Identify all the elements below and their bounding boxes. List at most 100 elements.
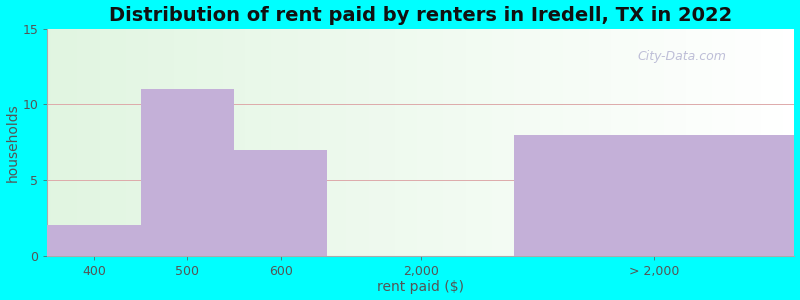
Bar (47, 29, 51, 256)
Bar (81, 29, 85, 256)
Bar (226, 29, 230, 256)
Bar (77, 29, 81, 256)
Bar (705, 29, 709, 256)
Bar (260, 29, 264, 256)
Bar (361, 29, 365, 256)
Bar (174, 29, 178, 256)
Bar (417, 29, 421, 256)
Bar (294, 29, 298, 256)
Bar (208, 29, 212, 256)
Bar (107, 29, 110, 256)
Bar (114, 29, 118, 256)
Bar (215, 29, 219, 256)
Bar (439, 29, 443, 256)
Bar (458, 29, 462, 256)
Bar (298, 29, 302, 256)
Bar (488, 29, 492, 256)
Bar (772, 29, 776, 256)
Bar (608, 29, 611, 256)
Bar (731, 29, 734, 256)
Bar (85, 29, 88, 256)
Bar (638, 29, 642, 256)
Bar (734, 29, 738, 256)
Bar (130, 29, 133, 256)
Bar (514, 135, 794, 256)
Bar (166, 29, 170, 256)
Bar (242, 29, 246, 256)
Bar (425, 29, 428, 256)
Bar (656, 29, 660, 256)
Bar (537, 29, 540, 256)
Bar (790, 29, 794, 256)
Bar (664, 29, 667, 256)
Bar (410, 29, 414, 256)
Bar (667, 29, 671, 256)
Bar (126, 29, 130, 256)
Bar (74, 29, 77, 256)
Bar (219, 29, 223, 256)
Bar (454, 29, 458, 256)
Bar (279, 29, 282, 256)
Bar (103, 29, 107, 256)
Bar (51, 29, 54, 256)
Bar (230, 29, 234, 256)
Bar (503, 29, 506, 256)
Bar (159, 29, 163, 256)
Bar (642, 29, 645, 256)
Bar (555, 29, 559, 256)
Bar (133, 29, 137, 256)
Bar (619, 29, 622, 256)
Bar (257, 29, 260, 256)
Bar (70, 29, 74, 256)
Bar (709, 29, 712, 256)
Bar (144, 29, 148, 256)
Bar (552, 29, 555, 256)
Bar (282, 29, 286, 256)
Bar (234, 29, 238, 256)
Bar (514, 29, 518, 256)
Bar (653, 29, 656, 256)
Bar (694, 29, 698, 256)
Bar (286, 29, 290, 256)
Bar (346, 29, 350, 256)
Bar (432, 29, 436, 256)
Bar (201, 29, 204, 256)
Bar (436, 29, 439, 256)
Bar (369, 29, 372, 256)
Bar (212, 29, 215, 256)
Bar (88, 29, 92, 256)
Bar (649, 29, 653, 256)
Bar (727, 29, 731, 256)
Bar (148, 29, 152, 256)
Bar (626, 29, 630, 256)
Bar (141, 29, 144, 256)
Bar (611, 29, 615, 256)
Bar (402, 29, 406, 256)
Bar (783, 29, 787, 256)
Bar (391, 29, 394, 256)
Bar (540, 29, 544, 256)
Bar (750, 29, 754, 256)
Bar (559, 29, 563, 256)
Bar (170, 29, 174, 256)
Bar (394, 29, 398, 256)
Bar (331, 29, 335, 256)
Bar (776, 29, 779, 256)
Bar (738, 29, 742, 256)
Bar (305, 29, 309, 256)
Bar (720, 29, 723, 256)
Bar (499, 29, 503, 256)
Bar (246, 29, 249, 256)
Bar (275, 29, 279, 256)
Bar (615, 29, 619, 256)
Bar (290, 29, 294, 256)
Bar (182, 29, 186, 256)
Bar (380, 29, 383, 256)
Bar (757, 29, 761, 256)
Title: Distribution of rent paid by renters in Iredell, TX in 2022: Distribution of rent paid by renters in … (110, 6, 733, 25)
Bar (204, 29, 208, 256)
Bar (110, 29, 114, 256)
Bar (313, 29, 316, 256)
Bar (761, 29, 765, 256)
Bar (645, 29, 649, 256)
